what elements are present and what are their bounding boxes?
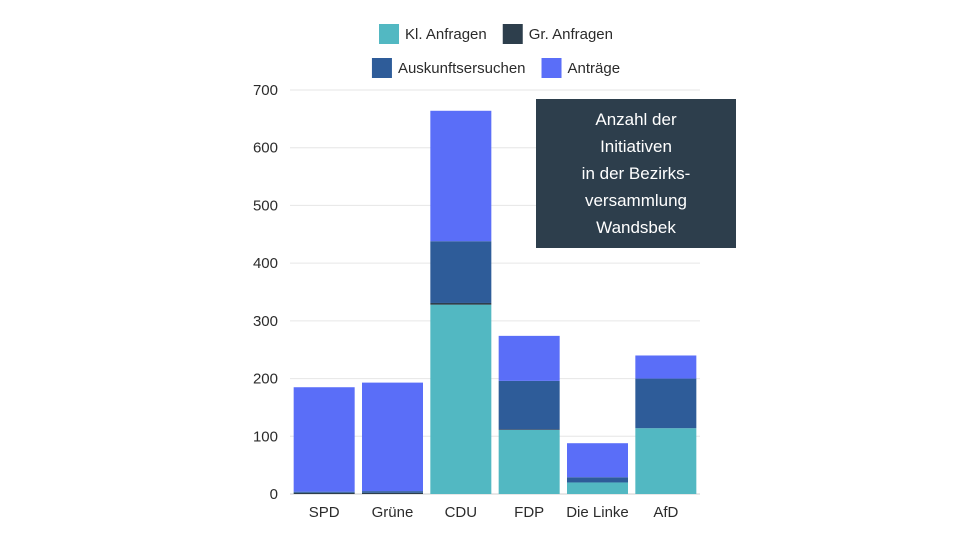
x-tick-label: CDU bbox=[445, 504, 478, 521]
legend: Kl. Anfragen Gr. AnfragenAuskunftsersuche… bbox=[371, 24, 621, 78]
legend-label-0: Kl. Anfragen bbox=[405, 26, 487, 43]
bar-afd-series-2 bbox=[635, 378, 697, 429]
bars bbox=[293, 110, 697, 494]
legend-label-1: Gr. Anfragen bbox=[529, 26, 613, 43]
annotation-line-2: Initiativen bbox=[600, 137, 672, 156]
annotation-line-1: Anzahl der bbox=[595, 110, 677, 129]
y-axis: 0 100 200 300 400 500 600 700 bbox=[253, 82, 278, 503]
bar-spd-series-1 bbox=[293, 492, 355, 494]
bar-afd-series-3 bbox=[635, 355, 697, 379]
legend-swatch-1 bbox=[502, 24, 523, 44]
x-axis: SPD Grüne CDU FDP Die Linke AfD bbox=[309, 504, 679, 521]
x-tick-label: FDP bbox=[514, 504, 544, 521]
bar-spd-series-3 bbox=[293, 387, 355, 492]
annotation-line-5: Wandsbek bbox=[596, 218, 676, 237]
bar-grüne-series-2 bbox=[362, 491, 423, 493]
legend-label-2: Auskunftsersuchen bbox=[398, 60, 526, 77]
bar-cdu-series-1 bbox=[430, 302, 492, 305]
bar-cdu-series-3 bbox=[430, 110, 492, 242]
bar-spd-series-2 bbox=[293, 491, 355, 493]
bar-fdp-series-1 bbox=[498, 429, 560, 430]
legend-swatch-3 bbox=[541, 58, 562, 78]
legend-swatch-2 bbox=[371, 58, 392, 78]
y-tick-label: 200 bbox=[253, 371, 278, 388]
bar-afd-series-0 bbox=[635, 428, 697, 494]
bar-fdp-series-3 bbox=[498, 335, 560, 381]
y-tick-label: 100 bbox=[253, 428, 278, 445]
x-tick-label: SPD bbox=[309, 504, 340, 521]
bar-cdu-series-0 bbox=[430, 304, 492, 494]
y-tick-label: 600 bbox=[253, 140, 278, 157]
legend-swatch-0 bbox=[379, 24, 400, 44]
bar-grüne-series-1 bbox=[362, 492, 423, 494]
y-tick-label: 700 bbox=[253, 82, 278, 99]
y-tick-label: 400 bbox=[253, 255, 278, 272]
y-tick-label: 0 bbox=[270, 486, 278, 503]
x-tick-label: Grüne bbox=[372, 504, 414, 521]
bar-die-linke-series-2 bbox=[567, 477, 628, 483]
y-tick-label: 300 bbox=[253, 313, 278, 330]
bar-cdu-series-2 bbox=[430, 241, 492, 303]
chart-annotation-box: Anzahl der Initiativen in der Bezirks- v… bbox=[536, 99, 736, 248]
x-tick-label: Die Linke bbox=[566, 504, 629, 521]
bar-grüne-series-3 bbox=[362, 382, 423, 492]
y-tick-label: 500 bbox=[253, 197, 278, 214]
bar-die-linke-series-3 bbox=[567, 443, 628, 478]
legend-label-3: Anträge bbox=[568, 60, 621, 77]
bar-fdp-series-0 bbox=[498, 429, 560, 494]
annotation-line-4: versammlung bbox=[584, 191, 688, 210]
bar-die-linke-series-0 bbox=[567, 482, 628, 494]
x-tick-label: AfD bbox=[653, 504, 678, 521]
gridlines bbox=[290, 89, 700, 495]
annotation-line-3: in der Bezirks- bbox=[581, 164, 691, 183]
bar-fdp-series-2 bbox=[498, 380, 560, 430]
